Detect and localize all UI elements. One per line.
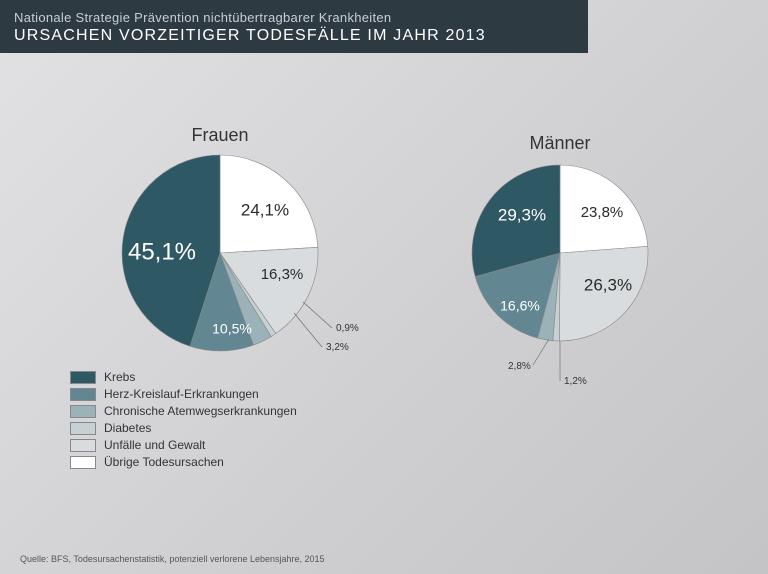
legend: Krebs Herz-Kreislauf-Erkrankungen Chronisc… [70,370,297,472]
chart-title: Frauen [191,125,248,145]
callout-line [294,313,322,347]
pie-slice-label: 10,5% [212,321,252,337]
legend-label: Herz-Kreislauf-Erkrankungen [104,387,259,401]
legend-label: Diabetes [104,421,151,435]
legend-row: Unfälle und Gewalt [70,438,297,452]
legend-row: Krebs [70,370,297,384]
header-supertitle: Nationale Strategie Prävention nichtüber… [14,10,574,25]
legend-label: Krebs [104,370,135,384]
legend-swatch [70,422,96,435]
pie-slice-label: 16,6% [500,298,540,314]
legend-swatch [70,439,96,452]
pie-slice-label: 26,3% [584,275,632,294]
legend-row: Übrige Todesursachen [70,455,297,469]
callout-label: 3,2% [326,342,349,353]
legend-row: Chronische Atemwegserkrankungen [70,404,297,418]
legend-label: Unfälle und Gewalt [104,438,205,452]
callout-label: 0,9% [336,323,359,334]
pie-slice-label: 45,1% [128,238,196,265]
legend-swatch [70,388,96,401]
legend-swatch [70,456,96,469]
chart-title: Männer [529,133,590,153]
header: Nationale Strategie Prävention nichtüber… [0,0,588,53]
pie-slice-label: 29,3% [498,205,546,224]
callout-label: 1,2% [564,376,587,387]
legend-label: Übrige Todesursachen [104,455,224,469]
pie-slice-label: 23,8% [581,204,624,221]
callout-label: 2,8% [508,361,531,372]
legend-label: Chronische Atemwegserkrankungen [104,404,297,418]
pie-slice-label: 16,3% [261,266,304,283]
pie-slice-label: 24,1% [241,200,289,219]
callout-line [303,302,332,328]
legend-swatch [70,405,96,418]
legend-row: Diabetes [70,421,297,435]
header-title: URSACHEN VORZEITIGER TODESFÄLLE IM JAHR … [14,27,574,45]
source-citation: Quelle: BFS, Todesursachenstatistik, pot… [20,554,325,564]
callout-line [533,339,549,365]
legend-row: Herz-Kreislauf-Erkrankungen [70,387,297,401]
legend-swatch [70,371,96,384]
